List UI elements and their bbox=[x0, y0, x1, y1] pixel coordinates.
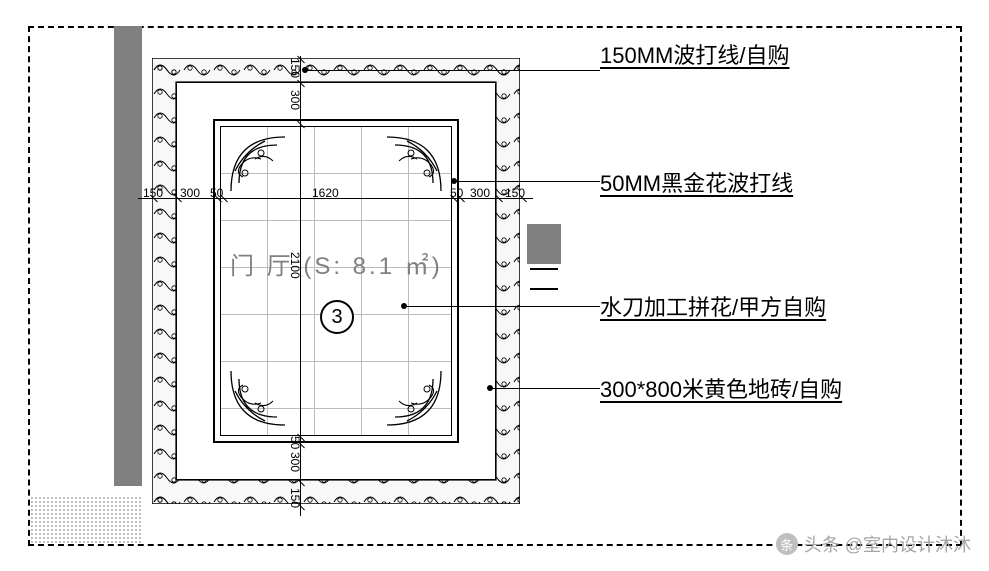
corner-ornament-bl bbox=[225, 359, 297, 431]
dim-v-300-t: 300 bbox=[288, 90, 302, 110]
dim-tick bbox=[173, 194, 181, 202]
room-id: 3 bbox=[331, 306, 342, 329]
dim-tick bbox=[149, 194, 157, 202]
dim-h-1620: 1620 bbox=[312, 186, 339, 200]
callout-150-border: 150MM波打线/自购 bbox=[600, 38, 789, 70]
dim-tick bbox=[296, 55, 304, 63]
dim-tick bbox=[518, 194, 526, 202]
corner-ornament-br bbox=[375, 359, 447, 431]
hatch-bottom-left bbox=[30, 496, 142, 544]
dim-v-300-b: 300 bbox=[288, 452, 302, 472]
dim-h-300-r: 300 bbox=[470, 186, 490, 200]
leader-line bbox=[404, 306, 600, 307]
door-mark bbox=[530, 268, 558, 270]
leader-line bbox=[490, 388, 600, 389]
callout-50-border: 50MM黑金花波打线 bbox=[600, 166, 793, 198]
dim-tick bbox=[219, 194, 227, 202]
dim-tick bbox=[456, 194, 464, 202]
room-name: 门 厅 bbox=[230, 253, 294, 280]
dim-tick bbox=[296, 502, 304, 510]
watermark-text: 头条 @室内设计沐沐 bbox=[804, 531, 971, 557]
dim-h-300-l: 300 bbox=[180, 186, 200, 200]
dim-tick bbox=[296, 478, 304, 486]
room-area: (S: 8.1 ㎡) bbox=[303, 253, 442, 280]
dim-v-2100: 2100 bbox=[288, 252, 302, 279]
corner-ornament-tl bbox=[225, 131, 297, 203]
tile-field bbox=[220, 126, 452, 436]
watermark-icon: 条 bbox=[776, 533, 798, 555]
door-mark-2 bbox=[530, 288, 558, 290]
dim-tick bbox=[296, 79, 304, 87]
leader-line bbox=[305, 70, 600, 71]
corner-ornament-tr bbox=[375, 131, 447, 203]
leader-line bbox=[454, 181, 600, 182]
room-label: 门 厅 (S: 8.1 ㎡) bbox=[230, 246, 443, 281]
dim-tick bbox=[494, 194, 502, 202]
watermark: 条 头条 @室内设计沐沐 bbox=[776, 531, 971, 557]
callout-waterjet: 水刀加工拼花/甲方自购 bbox=[600, 290, 826, 322]
dim-tick bbox=[296, 440, 304, 448]
room-id-circle: 3 bbox=[320, 300, 354, 334]
wall-left bbox=[114, 26, 142, 486]
dim-tick bbox=[296, 120, 304, 128]
wall-right-stub bbox=[527, 224, 561, 264]
callout-tile: 300*800米黄色地砖/自购 bbox=[600, 372, 842, 404]
drawing-stage: 门 厅 (S: 8.1 ㎡) 3 150 300 50 1620 50 300 … bbox=[0, 0, 989, 571]
